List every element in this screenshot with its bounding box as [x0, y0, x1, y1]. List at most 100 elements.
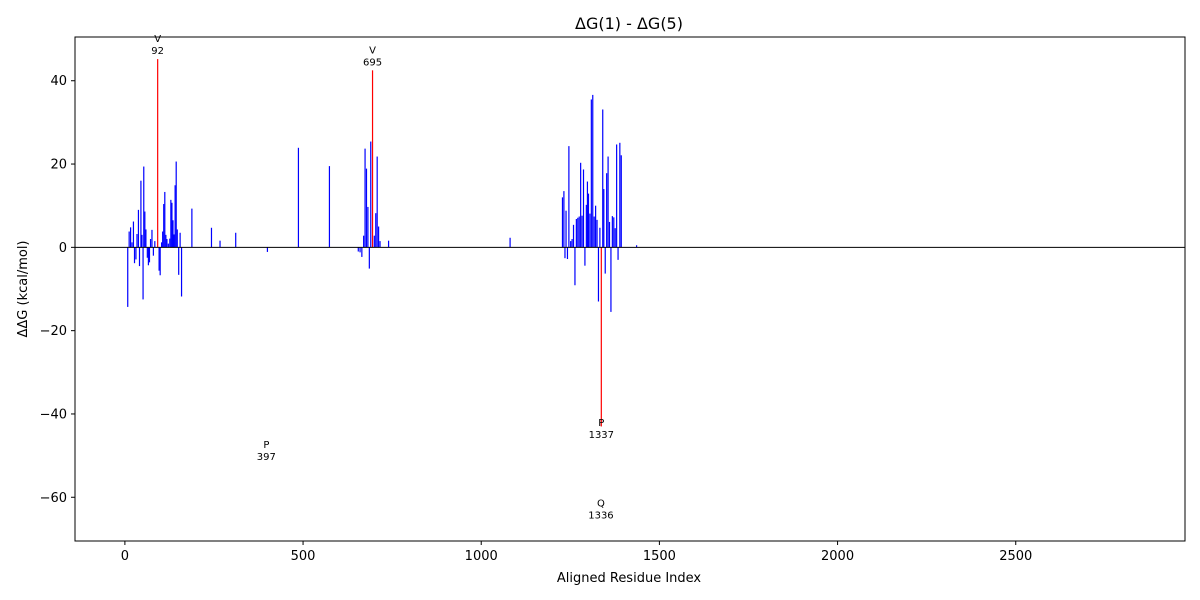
- bar: [596, 219, 598, 248]
- bar: [620, 155, 622, 248]
- bar: [580, 162, 582, 248]
- bar: [582, 169, 585, 248]
- bar: [577, 217, 579, 248]
- bar: [363, 235, 365, 248]
- bar: [160, 242, 163, 248]
- bar: [571, 239, 573, 248]
- bar: [368, 247, 370, 269]
- bar: [132, 221, 135, 248]
- bar: [566, 247, 569, 260]
- bar: [141, 234, 143, 248]
- plot-frame: [74, 36, 1186, 542]
- highlight-bar: [600, 247, 602, 427]
- bar: [166, 239, 168, 248]
- bar: [563, 191, 565, 248]
- bar: [328, 166, 331, 248]
- bar: [585, 204, 587, 248]
- bar: [361, 247, 363, 257]
- bar: [387, 240, 390, 248]
- bar: [595, 205, 597, 248]
- annotation: V92: [151, 34, 164, 57]
- y-axis: −60 −40 −20 0 20 40: [40, 74, 75, 506]
- bar: [167, 243, 169, 248]
- bar: [592, 94, 594, 248]
- bar: [365, 168, 368, 248]
- bar: [162, 231, 164, 248]
- bar: [170, 199, 172, 248]
- bar: [140, 180, 142, 248]
- bar: [148, 247, 151, 263]
- bar: [561, 197, 564, 248]
- bar: [143, 166, 145, 248]
- bar: [509, 237, 511, 248]
- bar: [219, 240, 221, 248]
- bar: [152, 247, 154, 256]
- annotation-index: 92: [151, 46, 164, 57]
- bar: [169, 238, 171, 248]
- annotation-residue: P: [263, 440, 269, 451]
- bar: [376, 156, 378, 248]
- annotation-residue: P: [598, 418, 604, 429]
- bar: [179, 232, 181, 248]
- bar: [146, 247, 148, 258]
- bar: [614, 228, 616, 248]
- bar: [590, 99, 592, 248]
- bar: [133, 247, 136, 264]
- bar: [593, 216, 595, 248]
- y-tick-label: −20: [40, 324, 67, 339]
- bar: [373, 235, 375, 248]
- bar: [572, 224, 575, 248]
- bar: [174, 185, 176, 248]
- bar: [191, 208, 193, 248]
- bar: [611, 216, 613, 248]
- bar: [570, 241, 572, 248]
- bar: [370, 141, 372, 248]
- x-tick-label: 0: [121, 549, 129, 564]
- bar: [359, 247, 361, 253]
- bar: [604, 247, 606, 274]
- bar: [172, 220, 174, 248]
- highlight-bar: [371, 70, 374, 248]
- bar: [607, 156, 609, 248]
- bar: [142, 247, 144, 300]
- annotation-index: 397: [257, 452, 276, 463]
- bar: [178, 247, 180, 275]
- bar: [597, 247, 600, 302]
- bar: [235, 232, 237, 248]
- bar: [379, 241, 381, 248]
- bar: [617, 247, 619, 260]
- y-tick-label: 0: [59, 241, 67, 256]
- x-tick-label: 500: [291, 549, 316, 564]
- bar: [297, 147, 300, 248]
- bar: [128, 231, 130, 248]
- bar: [165, 234, 167, 248]
- bar: [131, 242, 133, 248]
- bar: [138, 247, 141, 267]
- annotation-index: 695: [363, 57, 382, 68]
- bar: [581, 215, 583, 248]
- bar: [159, 247, 161, 276]
- bar: [357, 247, 359, 252]
- bar: [608, 221, 611, 248]
- bar: [635, 245, 638, 248]
- bar: [176, 229, 178, 248]
- bar: [584, 247, 586, 266]
- bar: [149, 239, 152, 248]
- bar: [154, 241, 156, 248]
- bar: [180, 247, 183, 297]
- bar: [564, 247, 566, 259]
- bar: [619, 142, 621, 248]
- bar: [158, 247, 160, 271]
- bar: [616, 144, 618, 248]
- bar: [367, 206, 369, 248]
- bar: [565, 210, 567, 248]
- y-tick-label: −40: [40, 407, 67, 422]
- annotation-index: 1337: [589, 430, 614, 441]
- x-axis-label: Aligned Residue Index: [557, 571, 702, 586]
- bar: [568, 146, 570, 248]
- annotation-residue: Q: [597, 499, 605, 510]
- bar: [613, 217, 615, 248]
- bar: [145, 229, 147, 248]
